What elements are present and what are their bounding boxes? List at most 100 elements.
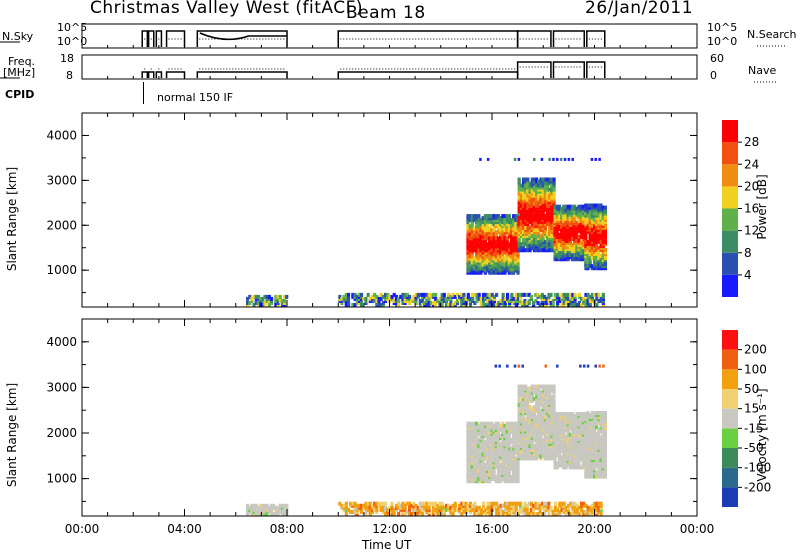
data-cell bbox=[555, 430, 559, 435]
data-cell bbox=[526, 444, 530, 449]
data-cell bbox=[453, 501, 457, 506]
data-cell bbox=[512, 246, 516, 251]
data-cell bbox=[540, 299, 544, 303]
data-cell bbox=[553, 438, 557, 443]
data-cell bbox=[535, 456, 539, 461]
data-cell bbox=[524, 421, 528, 426]
data-cell bbox=[455, 507, 459, 512]
data-cell bbox=[512, 509, 516, 514]
data-cell bbox=[499, 436, 503, 441]
data-cell bbox=[547, 505, 551, 510]
data-cell bbox=[599, 507, 603, 512]
data-cell bbox=[468, 452, 472, 457]
data-cell bbox=[560, 461, 564, 466]
data-cell bbox=[595, 458, 599, 463]
data-cell bbox=[522, 425, 526, 430]
colorbar-cell bbox=[722, 142, 738, 165]
data-cell bbox=[490, 460, 494, 465]
data-cell bbox=[486, 462, 490, 467]
data-cell bbox=[505, 252, 509, 257]
data-cell bbox=[512, 423, 516, 428]
freq-tick-low: 8 bbox=[66, 69, 73, 82]
data-cell bbox=[568, 436, 572, 441]
data-cell bbox=[401, 512, 405, 516]
data-cell bbox=[599, 254, 603, 259]
data-cell bbox=[519, 507, 523, 512]
data-cell bbox=[556, 301, 560, 305]
data-cell bbox=[588, 466, 592, 471]
data-cell bbox=[558, 509, 562, 514]
data-cell bbox=[479, 228, 483, 233]
data-cell bbox=[545, 185, 549, 190]
data-cell bbox=[537, 421, 541, 426]
data-cell bbox=[449, 505, 453, 510]
data-cell bbox=[562, 218, 566, 223]
data-cell bbox=[532, 203, 536, 208]
data-cell bbox=[590, 425, 594, 430]
data-cell bbox=[599, 458, 603, 463]
data-cell bbox=[577, 412, 581, 417]
data-cell bbox=[250, 507, 254, 512]
data-cell bbox=[470, 421, 474, 426]
data-cell bbox=[375, 509, 379, 514]
data-cell bbox=[545, 442, 549, 446]
data-cell bbox=[386, 509, 390, 514]
data-cell bbox=[586, 466, 590, 471]
data-cell bbox=[276, 301, 280, 305]
data-cell bbox=[568, 461, 572, 466]
data-cell bbox=[530, 396, 534, 401]
data-cell bbox=[564, 445, 568, 449]
data-cell bbox=[486, 466, 490, 471]
data-cell bbox=[468, 268, 472, 273]
data-cell bbox=[528, 242, 532, 247]
data-cell bbox=[360, 503, 364, 508]
data-cell bbox=[569, 292, 573, 297]
data-cell bbox=[541, 421, 545, 426]
data-cell bbox=[553, 512, 557, 516]
data-cell bbox=[523, 501, 527, 506]
data-cell bbox=[392, 299, 396, 303]
data-cell bbox=[466, 450, 470, 455]
data-cell bbox=[529, 509, 533, 514]
data-cell bbox=[568, 453, 572, 458]
colorbar-tick-label: 16 bbox=[744, 202, 759, 216]
data-cell bbox=[566, 253, 570, 258]
data-cell bbox=[559, 157, 563, 161]
data-cell bbox=[472, 432, 476, 436]
data-cell bbox=[556, 157, 559, 161]
data-cell bbox=[397, 303, 401, 307]
data-cell bbox=[536, 292, 540, 297]
data-cell bbox=[488, 471, 492, 475]
data-cell bbox=[462, 292, 466, 297]
data-cell bbox=[479, 479, 483, 484]
data-cell bbox=[468, 444, 472, 449]
data-cell bbox=[524, 407, 528, 412]
data-cell bbox=[252, 503, 256, 508]
data-cell bbox=[495, 507, 499, 512]
data-cell bbox=[488, 501, 492, 506]
data-cell bbox=[514, 471, 518, 475]
data-cell bbox=[484, 292, 488, 297]
data-cell bbox=[599, 501, 603, 506]
data-cell bbox=[497, 301, 501, 305]
data-cell bbox=[575, 235, 579, 239]
data-cell bbox=[466, 250, 470, 255]
data-cell bbox=[543, 248, 547, 253]
data-cell bbox=[351, 292, 355, 297]
data-cell bbox=[265, 503, 269, 508]
data-cell bbox=[560, 224, 564, 229]
data-cell bbox=[603, 225, 607, 230]
data-cell bbox=[466, 260, 470, 265]
data-cell bbox=[517, 437, 521, 442]
y-tick-label: 2000 bbox=[46, 426, 77, 440]
data-cell bbox=[503, 218, 507, 223]
data-cell bbox=[597, 299, 601, 303]
data-cell bbox=[486, 444, 490, 449]
data-cell bbox=[377, 503, 381, 508]
data-cell bbox=[553, 440, 557, 445]
data-cell bbox=[545, 386, 549, 391]
data-cell bbox=[403, 512, 407, 516]
data-cell bbox=[562, 507, 566, 512]
data-cell bbox=[524, 226, 528, 230]
data-cell bbox=[434, 296, 438, 301]
